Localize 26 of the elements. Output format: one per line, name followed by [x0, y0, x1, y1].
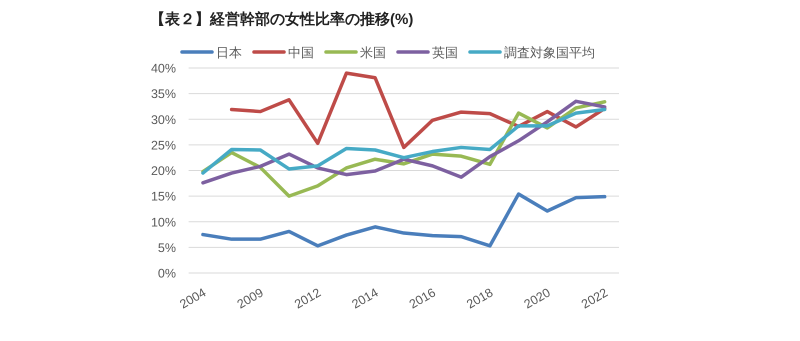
y-tick-label: 20% [150, 164, 176, 178]
line-series [230, 71, 606, 150]
x-tick-label: 2004 [177, 285, 208, 312]
legend-label: 英国 [432, 45, 458, 60]
x-tick-label: 2009 [234, 285, 266, 312]
y-tick-label: 5% [158, 240, 176, 255]
legend-label: 日本 [216, 45, 242, 60]
x-tick-label: 2014 [350, 285, 381, 312]
x-tick-label: 2012 [292, 285, 324, 312]
y-tick-label: 35% [150, 87, 176, 102]
x-tick-label: 2020 [522, 285, 553, 312]
x-tick-label: 2022 [579, 285, 610, 312]
line-series [201, 192, 606, 248]
y-tick-label: 40% [150, 62, 176, 76]
legend-label: 調査対象国平均 [504, 45, 595, 60]
line-series [201, 108, 606, 175]
x-tick-label: 2018 [464, 285, 496, 312]
x-tick-label: 2016 [406, 285, 438, 312]
legend-label: 米国 [360, 45, 386, 60]
y-tick-label: 10% [150, 215, 176, 230]
y-tick-label: 25% [150, 138, 176, 152]
y-tick-label: 15% [150, 190, 176, 204]
y-tick-label: 0% [158, 266, 176, 280]
y-tick-label: 30% [150, 112, 176, 127]
chart-title: 【表２】経営幹部の女性比率の推移(%) [150, 10, 414, 28]
legend-label: 中国 [288, 45, 314, 60]
